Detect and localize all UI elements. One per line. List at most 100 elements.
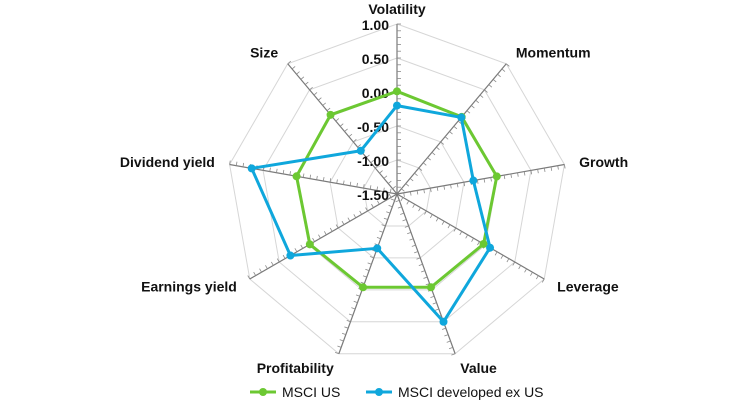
axis-tick <box>446 340 451 343</box>
axis-tick <box>353 214 357 219</box>
axis-tick <box>436 186 439 191</box>
axis-tick <box>451 353 456 356</box>
axis-tick <box>414 251 419 254</box>
axis-tick <box>407 231 412 235</box>
axis-tick <box>401 188 405 192</box>
series-line <box>295 89 499 289</box>
data-point <box>479 239 488 248</box>
data-point <box>286 251 295 260</box>
axis-tick <box>476 179 479 184</box>
axis-tick <box>506 258 510 263</box>
axis-tick <box>360 281 365 284</box>
axis-tick <box>383 175 388 179</box>
axis-tick <box>374 165 379 169</box>
axis-tick <box>316 175 318 180</box>
axis-tick <box>289 171 291 176</box>
axis-tick <box>242 162 245 167</box>
axis-tick <box>388 180 392 184</box>
legend-label: MSCI developed ex US <box>398 384 544 400</box>
axis-tick <box>304 81 309 85</box>
axis-tick <box>418 263 423 267</box>
axis-line <box>396 193 456 354</box>
axis-tick <box>339 123 344 127</box>
axis-tick <box>329 178 332 183</box>
axis-tick <box>326 107 331 111</box>
axis-tick <box>247 275 251 280</box>
axis-tick <box>459 231 463 236</box>
axis-tick <box>282 254 286 259</box>
axis-tick <box>366 154 370 158</box>
axis-tick <box>523 171 526 176</box>
axis-tick <box>369 256 374 259</box>
axis-tick <box>510 173 512 178</box>
axis-tick <box>365 207 368 212</box>
category-label: Earnings yield <box>141 278 237 294</box>
axis-tick <box>463 182 466 187</box>
axis-tick <box>309 174 312 179</box>
axis-line <box>249 193 398 280</box>
series-msci-us <box>292 87 501 292</box>
axis-tick <box>411 244 416 247</box>
axis-tick <box>370 159 375 164</box>
axis-tick <box>381 224 386 227</box>
series <box>247 87 501 326</box>
axis-tick <box>412 203 416 208</box>
category-label: Volatility <box>368 1 426 17</box>
axis-tick <box>471 105 475 109</box>
axis-tick <box>416 257 421 260</box>
axis-tick <box>409 238 414 241</box>
axis-tick <box>517 172 519 177</box>
axis-tick <box>349 181 352 186</box>
axis-tick <box>253 271 257 276</box>
axis-tick <box>235 161 238 166</box>
axis-tick <box>518 265 522 270</box>
axis-tick <box>425 283 430 286</box>
axis-tick <box>362 275 367 278</box>
axis-tick <box>405 183 410 187</box>
axis-tick <box>479 94 484 98</box>
axis-tick <box>383 187 385 192</box>
axis-tick <box>541 278 545 283</box>
axis-tick <box>475 99 479 104</box>
axis-tick <box>339 339 344 342</box>
legend-label: MSCI US <box>282 384 340 400</box>
axis-tick <box>423 276 428 279</box>
axis-tick <box>466 110 471 114</box>
axis-tick <box>343 180 345 185</box>
series-line <box>250 104 492 324</box>
axis-line <box>287 63 398 195</box>
axis-tick <box>329 227 333 232</box>
axis-tick <box>386 211 391 214</box>
category-label: Momentum <box>516 44 591 60</box>
axis-tick <box>265 265 268 269</box>
axis-tick <box>497 73 501 78</box>
axis-tick <box>282 169 285 174</box>
axis-tick <box>443 185 445 190</box>
axis-line <box>396 163 565 195</box>
axis-tick <box>337 345 342 348</box>
grid-ring <box>229 23 565 355</box>
axis-tick <box>414 172 418 177</box>
axis-tick <box>259 268 262 273</box>
axis-line <box>396 63 507 195</box>
axis-tick <box>440 141 445 145</box>
category-label: Leverage <box>557 278 619 294</box>
axis-tick <box>418 167 423 171</box>
axis-tick <box>409 178 414 182</box>
data-point <box>326 110 335 119</box>
data-point <box>393 101 401 110</box>
category-label: Size <box>250 44 278 60</box>
axis-tick <box>341 220 345 225</box>
axis-tick <box>356 182 358 187</box>
axis-tick <box>530 170 533 175</box>
axis-tick <box>379 170 383 174</box>
axis-tick <box>501 68 506 72</box>
axes <box>229 23 566 356</box>
axis-tick <box>448 346 453 350</box>
axis-tick <box>344 128 348 132</box>
data-point <box>356 146 365 155</box>
axis-tick <box>397 206 402 209</box>
axis-tick <box>506 63 510 67</box>
axis-tick <box>484 89 488 93</box>
